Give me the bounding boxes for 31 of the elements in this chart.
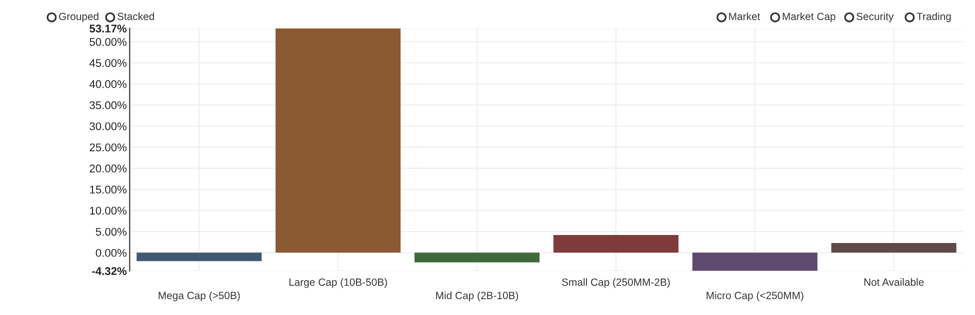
text: Stacked xyxy=(117,12,154,20)
y-tick-label: 20.00% xyxy=(90,164,127,172)
bar xyxy=(692,252,818,271)
y-tick-label: 35.00% xyxy=(90,101,127,110)
y-tick-label: 53.17% xyxy=(90,24,127,32)
bar xyxy=(553,234,678,253)
x-tick-label: Small Cap (250MM-2B) xyxy=(562,278,670,288)
y-tick-label: 50.00% xyxy=(90,38,127,46)
x-tick-label: Not Available xyxy=(864,278,924,286)
bar xyxy=(276,28,401,253)
text: Security xyxy=(856,12,894,22)
text: Trading xyxy=(916,12,951,22)
y-tick-label: 0.00% xyxy=(96,248,127,257)
x-tick-label: Mid Cap (2B-10B) xyxy=(436,292,518,302)
y-tick-label: 10.00% xyxy=(90,206,127,215)
bar xyxy=(136,252,262,262)
y-tick-label: 25.00% xyxy=(90,143,127,152)
bar xyxy=(831,242,956,253)
text: Grouped xyxy=(59,12,98,22)
x-tick-label: Micro Cap (<250MM) xyxy=(706,292,804,302)
y-tick-label: 30.00% xyxy=(90,122,127,130)
y-tick-label: 40.00% xyxy=(89,80,127,88)
text: Market xyxy=(729,12,760,20)
text: Market Cap xyxy=(782,12,836,22)
bar xyxy=(414,252,540,262)
y-tick-label: -4.32% xyxy=(92,267,127,276)
y-tick-label: 45.00% xyxy=(89,59,127,67)
x-tick-label: Mega Cap (>50B) xyxy=(158,292,240,302)
y-tick-label: 15.00% xyxy=(90,186,127,194)
y-tick-label: 5.00% xyxy=(96,228,127,236)
x-tick-label: Large Cap (10B-50B) xyxy=(289,278,387,288)
